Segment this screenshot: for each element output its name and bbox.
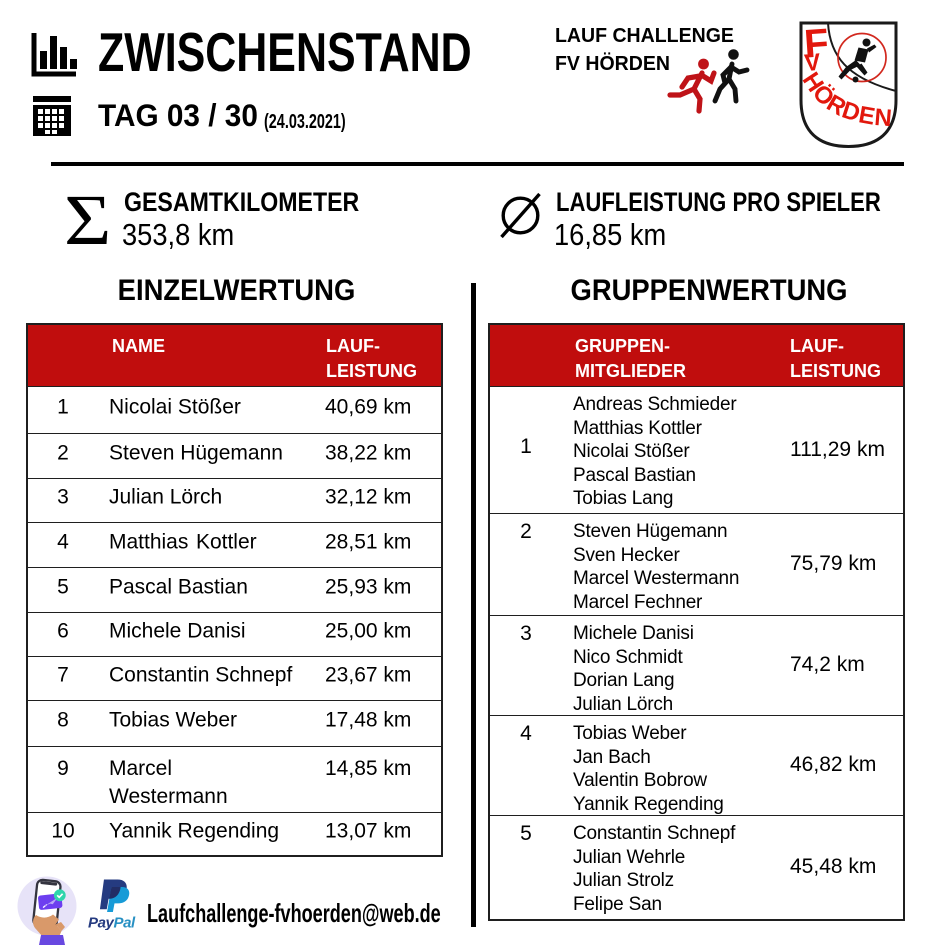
svg-text:V: V — [803, 49, 821, 77]
svg-text:PayPal: PayPal — [88, 915, 136, 931]
svg-text:F: F — [803, 21, 830, 67]
